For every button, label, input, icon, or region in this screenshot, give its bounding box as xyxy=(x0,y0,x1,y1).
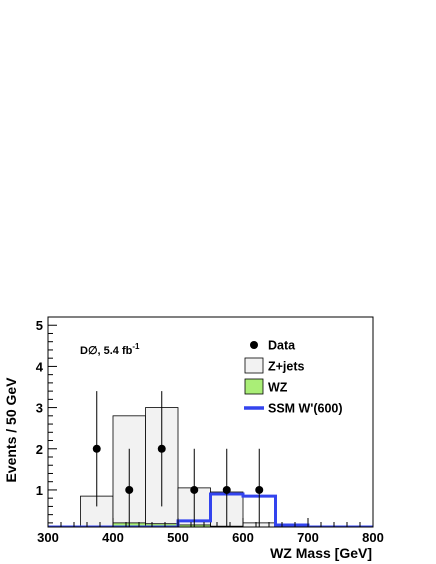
legend-data-marker xyxy=(250,341,258,349)
legend-label: Z+jets xyxy=(268,360,305,374)
axes: 300 400 500 600 700 800 1 2 3 4 5 xyxy=(36,316,384,545)
data-point xyxy=(255,485,264,494)
x-tick-label: 600 xyxy=(232,530,254,545)
plot-content xyxy=(48,391,373,527)
legend-label: Data xyxy=(268,339,296,353)
experiment-annotation: D∅, 5.4 fb-1 xyxy=(80,342,140,357)
data-point xyxy=(222,485,231,494)
annotation-main-text: D∅, 5.4 fb xyxy=(80,345,133,357)
y-tick-label: 1 xyxy=(36,483,43,498)
y-tick-label: 3 xyxy=(36,401,43,416)
legend-entry: SSM W'(600) xyxy=(244,402,343,416)
y-tick-label: 4 xyxy=(36,359,44,374)
data-point xyxy=(125,485,134,494)
legend-swatch xyxy=(244,357,264,374)
y-tick-label: 2 xyxy=(36,442,43,457)
legend-entry: WZ xyxy=(244,378,288,395)
plot-area xyxy=(48,391,373,527)
x-tick-label: 700 xyxy=(297,530,319,545)
x-axis-label: WZ Mass [GeV] xyxy=(270,545,372,561)
data-point xyxy=(157,444,166,453)
plot-frame xyxy=(47,316,374,528)
x-tick-label: 300 xyxy=(37,530,59,545)
legend-label: SSM W'(600) xyxy=(268,402,343,416)
data-point xyxy=(92,444,101,453)
legend: Data Z+jets WZ SSM W'(600) xyxy=(244,339,343,416)
legend-label: WZ xyxy=(268,381,288,395)
x-tick-label: 500 xyxy=(167,530,189,545)
y-tick-label: 5 xyxy=(36,318,43,333)
legend-entry: Z+jets xyxy=(244,357,305,374)
annotation-superscript: -1 xyxy=(132,342,140,351)
x-tick-label: 400 xyxy=(102,530,124,545)
legend-swatch xyxy=(244,378,264,395)
legend-entry: Data xyxy=(250,339,296,353)
data-point xyxy=(190,485,199,494)
x-tick-label: 800 xyxy=(362,530,384,545)
y-axis-label: Events / 50 GeV xyxy=(3,377,19,483)
